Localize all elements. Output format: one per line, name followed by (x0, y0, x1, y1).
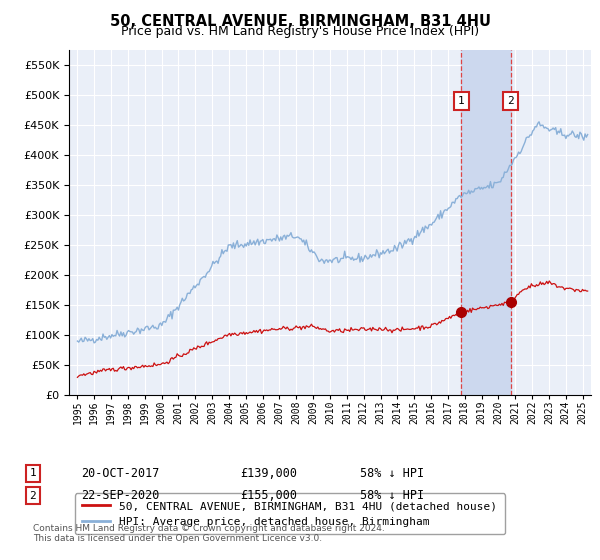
Text: 58% ↓ HPI: 58% ↓ HPI (360, 489, 424, 502)
Text: 50, CENTRAL AVENUE, BIRMINGHAM, B31 4HU: 50, CENTRAL AVENUE, BIRMINGHAM, B31 4HU (110, 14, 491, 29)
Text: 58% ↓ HPI: 58% ↓ HPI (360, 466, 424, 480)
Text: 1: 1 (458, 96, 465, 106)
Text: Price paid vs. HM Land Registry's House Price Index (HPI): Price paid vs. HM Land Registry's House … (121, 25, 479, 38)
Text: 1: 1 (29, 468, 37, 478)
Text: £155,000: £155,000 (240, 489, 297, 502)
Bar (461, 50, 511, 395)
Text: £139,000: £139,000 (240, 466, 297, 480)
Text: 22-SEP-2020: 22-SEP-2020 (81, 489, 160, 502)
Legend: 50, CENTRAL AVENUE, BIRMINGHAM, B31 4HU (detached house), HPI: Average price, de: 50, CENTRAL AVENUE, BIRMINGHAM, B31 4HU … (74, 493, 505, 534)
Text: Contains HM Land Registry data © Crown copyright and database right 2024.
This d: Contains HM Land Registry data © Crown c… (33, 524, 385, 543)
Text: 20-OCT-2017: 20-OCT-2017 (81, 466, 160, 480)
Text: 2: 2 (508, 96, 514, 106)
Text: 2: 2 (29, 491, 37, 501)
